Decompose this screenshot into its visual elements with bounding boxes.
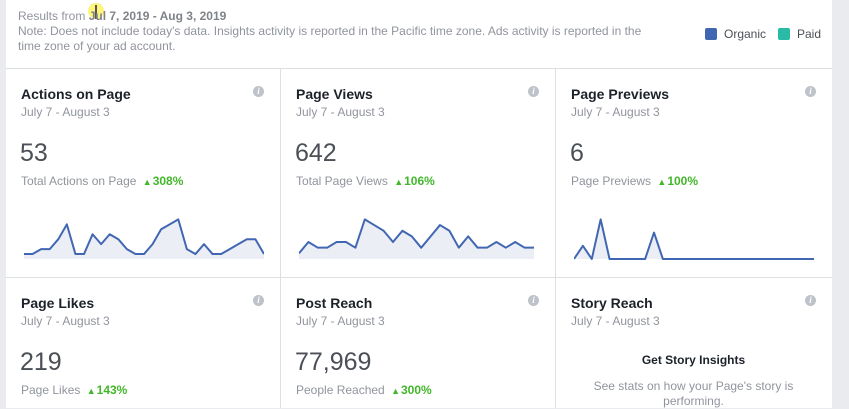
info-icon[interactable]: i bbox=[528, 295, 539, 306]
story-insights-heading: Get Story Insights bbox=[641, 353, 746, 367]
up-arrow-icon: ▲ bbox=[86, 386, 96, 396]
legend-paid-label: Paid bbox=[797, 27, 822, 41]
info-icon[interactable]: i bbox=[528, 86, 539, 97]
sparkline-area bbox=[299, 219, 534, 259]
sparkline-views bbox=[299, 218, 534, 259]
card-date-range: July 7 - August 3 bbox=[21, 314, 110, 328]
change-value: 308% bbox=[152, 174, 184, 188]
text-cursor-icon bbox=[95, 5, 97, 19]
results-range: Results from Jul 7, 2019 - Aug 3, 2019 bbox=[18, 9, 226, 23]
sparkline-line bbox=[574, 218, 814, 260]
card-date-range: July 7 - August 3 bbox=[571, 314, 660, 328]
sparkline-line bbox=[24, 218, 264, 256]
card-date-range: July 7 - August 3 bbox=[21, 105, 110, 119]
info-icon[interactable]: i bbox=[253, 295, 264, 306]
card-date-range: July 7 - August 3 bbox=[296, 314, 385, 328]
story-insights-text: See stats on how your Page's story is pe… bbox=[593, 379, 794, 408]
up-arrow-icon: ▲ bbox=[142, 177, 152, 187]
card-title: Page Previews bbox=[571, 86, 670, 102]
card-sub-label: Total Actions on Page bbox=[21, 174, 137, 188]
results-date-range: Jul 7, 2019 - Aug 3, 2019 bbox=[88, 9, 227, 23]
change-value: 143% bbox=[96, 383, 128, 397]
change-value: 300% bbox=[401, 383, 432, 397]
card-title: Page Views bbox=[296, 86, 373, 102]
card-title: Page Likes bbox=[21, 295, 95, 311]
card-value: 53 bbox=[20, 139, 48, 167]
card-value: 77,969 bbox=[295, 348, 372, 376]
insights-header: Results from Jul 7, 2019 - Aug 3, 2019 N… bbox=[6, 0, 832, 69]
paid-swatch bbox=[778, 28, 790, 40]
card-page-likes[interactable]: Page Likes July 7 - August 3 i 219 Page … bbox=[6, 278, 281, 408]
card-story-reach[interactable]: Story Reach July 7 - August 3 i Get Stor… bbox=[556, 278, 832, 408]
sparkline-actions bbox=[24, 218, 264, 259]
card-title: Actions on Page bbox=[21, 86, 131, 102]
sparkline-area bbox=[574, 219, 814, 259]
card-date-range: July 7 - August 3 bbox=[571, 105, 660, 119]
sparkline-area bbox=[24, 219, 264, 259]
card-date-range: July 7 - August 3 bbox=[296, 105, 385, 119]
card-title: Post Reach bbox=[296, 295, 373, 311]
card-subtitle: Page Likes ▲143% bbox=[21, 383, 127, 397]
sparkline-previews bbox=[574, 218, 814, 260]
results-label: Results from bbox=[18, 9, 86, 23]
card-title: Story Reach bbox=[571, 295, 653, 311]
legend-paid[interactable]: Paid bbox=[778, 27, 821, 41]
sparkline-line bbox=[299, 218, 534, 254]
card-subtitle: Total Actions on Page ▲308% bbox=[21, 174, 183, 188]
card-sub-label: Page Likes bbox=[21, 383, 81, 397]
card-value: 219 bbox=[20, 348, 62, 376]
change-badge: ▲106% bbox=[394, 174, 435, 188]
card-subtitle: Page Previews ▲100% bbox=[571, 174, 698, 188]
up-arrow-icon: ▲ bbox=[657, 177, 667, 187]
card-sub-label: Total Page Views bbox=[296, 174, 388, 188]
up-arrow-icon: ▲ bbox=[394, 177, 404, 187]
change-value: 100% bbox=[667, 174, 699, 188]
info-icon[interactable]: i bbox=[253, 86, 264, 97]
change-value: 106% bbox=[404, 174, 435, 188]
change-badge: ▲100% bbox=[657, 174, 698, 188]
card-subtitle: People Reached ▲300% bbox=[296, 383, 432, 397]
card-actions-on-page[interactable]: Actions on Page July 7 - August 3 i 53 T… bbox=[6, 69, 281, 278]
card-value: 6 bbox=[570, 139, 584, 167]
card-page-views[interactable]: Page Views July 7 - August 3 i 642 Total… bbox=[281, 69, 556, 278]
change-badge: ▲308% bbox=[143, 174, 184, 188]
metrics-grid: Actions on Page July 7 - August 3 i 53 T… bbox=[6, 69, 832, 408]
card-sub-label: Page Previews bbox=[571, 174, 652, 188]
up-arrow-icon: ▲ bbox=[391, 386, 400, 396]
card-page-previews[interactable]: Page Previews July 7 - August 3 i 6 Page… bbox=[556, 69, 832, 278]
info-icon[interactable]: i bbox=[805, 86, 816, 97]
timezone-note: Note: Does not include today's data. Ins… bbox=[18, 24, 642, 53]
card-value: 642 bbox=[295, 139, 337, 167]
legend-organic-label: Organic bbox=[724, 27, 767, 41]
card-subtitle: Total Page Views ▲106% bbox=[296, 174, 435, 188]
change-badge: ▲300% bbox=[391, 383, 432, 397]
change-badge: ▲143% bbox=[87, 383, 128, 397]
organic-swatch bbox=[705, 28, 717, 40]
info-icon[interactable]: i bbox=[805, 295, 816, 306]
card-post-reach[interactable]: Post Reach July 7 - August 3 i 77,969 Pe… bbox=[281, 278, 556, 408]
insights-panel: Results from Jul 7, 2019 - Aug 3, 2019 N… bbox=[6, 0, 832, 408]
legend-organic[interactable]: Organic bbox=[705, 27, 766, 41]
card-sub-label: People Reached bbox=[296, 383, 385, 397]
page-scroll-gutter bbox=[832, 0, 849, 408]
